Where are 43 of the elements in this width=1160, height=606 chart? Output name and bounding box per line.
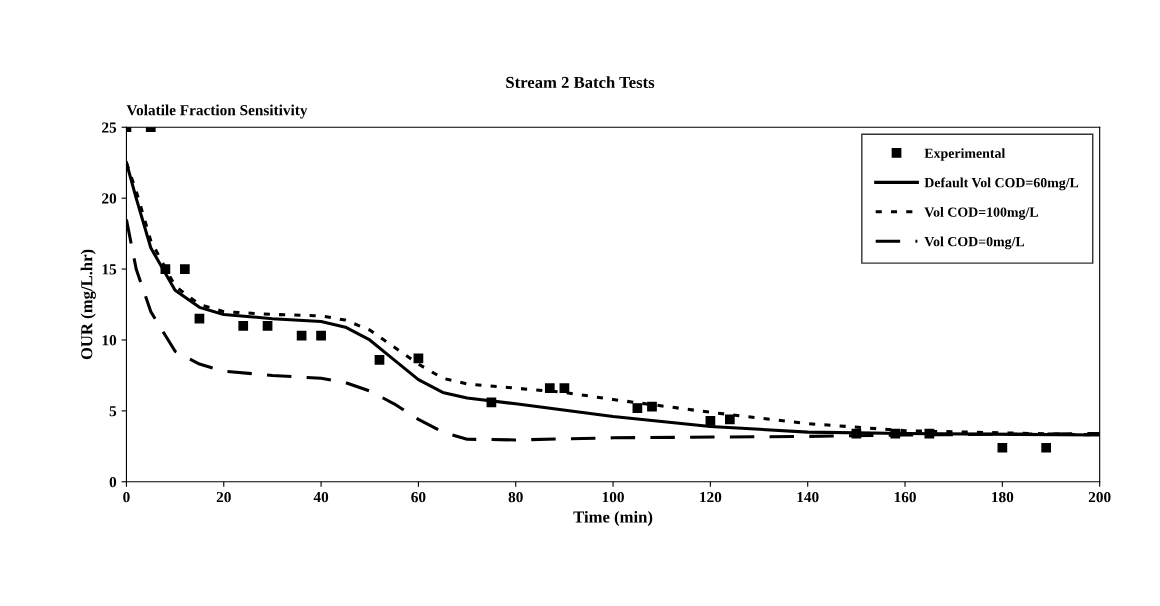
point bbox=[890, 428, 901, 439]
chart-title: Stream 2 Batch Tests bbox=[506, 76, 655, 89]
y-tick-label: 0 bbox=[109, 476, 117, 488]
point bbox=[559, 383, 570, 394]
x-tick-label: 100 bbox=[602, 491, 624, 503]
point bbox=[262, 320, 273, 331]
legend-label: Vol COD=0mg/L bbox=[924, 236, 1025, 250]
x-tick-label: 140 bbox=[797, 491, 819, 503]
y-tick-label: 25 bbox=[102, 122, 117, 133]
y-tick-label: 5 bbox=[109, 406, 117, 417]
point bbox=[238, 320, 249, 331]
point bbox=[724, 414, 735, 425]
point bbox=[632, 403, 643, 413]
x-axis-title: Time (min) bbox=[573, 510, 653, 527]
y-tick-label: 15 bbox=[102, 264, 117, 275]
point bbox=[705, 415, 716, 426]
legend-label: Vol COD=100mg/L bbox=[924, 207, 1039, 220]
x-tick-label: 40 bbox=[313, 491, 329, 503]
chart-subtitle: Volatile Fraction Sensitivity bbox=[126, 104, 308, 119]
x-tick-label: 200 bbox=[1088, 491, 1111, 503]
point bbox=[544, 383, 555, 394]
x-tick-label: 20 bbox=[216, 491, 231, 503]
point bbox=[316, 330, 326, 341]
y-tick-label: 20 bbox=[102, 193, 117, 204]
y-tick-label: 10 bbox=[102, 335, 117, 346]
x-tick-label: 60 bbox=[411, 491, 426, 503]
point bbox=[647, 401, 657, 412]
y-axis-title: OUR (mg/L.hr) bbox=[80, 249, 96, 360]
point bbox=[997, 442, 1008, 453]
point bbox=[194, 313, 205, 324]
x-tick-label: 180 bbox=[992, 491, 1014, 503]
point bbox=[160, 264, 171, 274]
x-tick-label: 120 bbox=[700, 491, 722, 503]
legend-label: Default Vol COD=60mg/L bbox=[924, 177, 1079, 191]
point bbox=[1041, 442, 1052, 453]
point bbox=[486, 397, 497, 408]
point bbox=[374, 354, 385, 365]
x-tick-label: 160 bbox=[894, 491, 916, 503]
point bbox=[296, 330, 307, 341]
x-tick-label: 0 bbox=[123, 491, 130, 503]
legend-label: Experimental bbox=[924, 148, 1006, 161]
x-tick-label: 80 bbox=[508, 491, 523, 503]
point bbox=[179, 264, 190, 274]
